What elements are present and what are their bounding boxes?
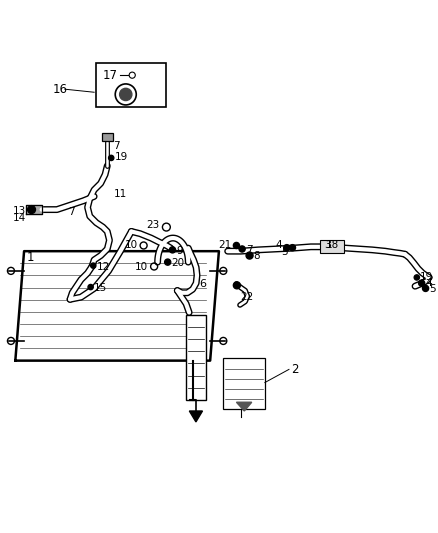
Text: 2: 2 xyxy=(291,363,299,376)
Text: 3: 3 xyxy=(324,240,331,251)
Circle shape xyxy=(246,252,253,259)
Polygon shape xyxy=(15,251,219,361)
Text: 22: 22 xyxy=(240,292,253,302)
Text: 9: 9 xyxy=(176,246,183,256)
Text: 7: 7 xyxy=(68,207,74,217)
Text: 6: 6 xyxy=(199,279,206,289)
Circle shape xyxy=(284,245,290,251)
Bar xyxy=(96,63,166,107)
Circle shape xyxy=(91,263,96,268)
Polygon shape xyxy=(26,205,42,214)
Circle shape xyxy=(170,247,176,253)
Circle shape xyxy=(233,243,240,248)
Text: 15: 15 xyxy=(94,284,107,293)
Circle shape xyxy=(233,282,240,289)
Text: 5: 5 xyxy=(282,247,288,257)
Circle shape xyxy=(120,88,132,101)
Text: 19: 19 xyxy=(420,272,433,281)
Bar xyxy=(223,359,265,409)
Bar xyxy=(186,314,206,400)
Text: 17: 17 xyxy=(103,69,118,82)
Circle shape xyxy=(423,285,429,292)
Text: 10: 10 xyxy=(124,240,138,251)
Text: 7: 7 xyxy=(113,141,120,151)
Polygon shape xyxy=(237,402,252,411)
Text: 21: 21 xyxy=(218,240,231,251)
Text: 19: 19 xyxy=(115,152,128,162)
Circle shape xyxy=(165,259,171,265)
Text: 1: 1 xyxy=(26,251,34,264)
Text: 11: 11 xyxy=(114,189,127,199)
Text: 14: 14 xyxy=(13,213,26,223)
Text: 23: 23 xyxy=(147,220,160,230)
Circle shape xyxy=(419,280,425,286)
Circle shape xyxy=(109,155,114,160)
Text: 18: 18 xyxy=(326,240,339,251)
Text: 5: 5 xyxy=(430,284,436,294)
Circle shape xyxy=(290,245,296,251)
Circle shape xyxy=(414,275,420,280)
Text: 4: 4 xyxy=(276,240,283,249)
Circle shape xyxy=(28,206,35,214)
Text: 10: 10 xyxy=(135,262,148,271)
Text: 8: 8 xyxy=(253,252,260,261)
Text: 4: 4 xyxy=(426,278,432,288)
Bar xyxy=(320,240,344,253)
Circle shape xyxy=(239,246,245,252)
Text: 7: 7 xyxy=(246,245,252,255)
Text: 20: 20 xyxy=(171,259,184,269)
Text: 16: 16 xyxy=(53,83,67,96)
Text: 13: 13 xyxy=(13,206,26,216)
Polygon shape xyxy=(189,411,202,422)
Circle shape xyxy=(88,285,93,290)
Bar xyxy=(102,133,113,141)
Text: 12: 12 xyxy=(96,262,110,271)
